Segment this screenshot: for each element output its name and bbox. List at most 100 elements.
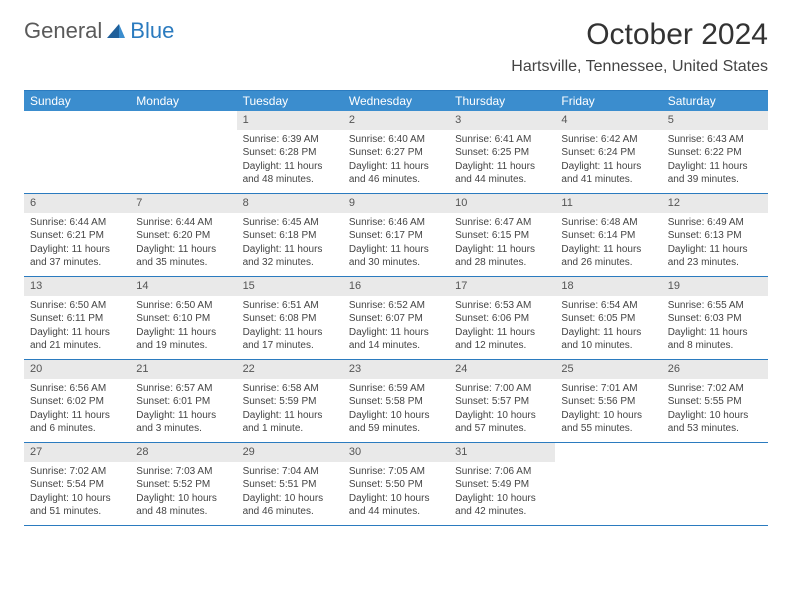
day-number: 21 (130, 360, 236, 379)
sunset-text: Sunset: 5:58 PM (349, 395, 443, 409)
day-body: Sunrise: 6:50 AMSunset: 6:10 PMDaylight:… (130, 296, 236, 358)
sunset-text: Sunset: 5:50 PM (349, 478, 443, 492)
sunrise-text: Sunrise: 6:40 AM (349, 133, 443, 147)
day-number: 27 (24, 443, 130, 462)
day-cell: 25Sunrise: 7:01 AMSunset: 5:56 PMDayligh… (555, 360, 661, 442)
sunset-text: Sunset: 6:25 PM (455, 146, 549, 160)
day-cell (555, 443, 661, 525)
day-body: Sunrise: 6:59 AMSunset: 5:58 PMDaylight:… (343, 379, 449, 441)
daylight-line2: and 41 minutes. (561, 173, 655, 187)
day-body: Sunrise: 7:00 AMSunset: 5:57 PMDaylight:… (449, 379, 555, 441)
day-cell: 13Sunrise: 6:50 AMSunset: 6:11 PMDayligh… (24, 277, 130, 359)
daylight-line1: Daylight: 10 hours (136, 492, 230, 506)
sunset-text: Sunset: 6:11 PM (30, 312, 124, 326)
day-number: 6 (24, 194, 130, 213)
day-body: Sunrise: 7:04 AMSunset: 5:51 PMDaylight:… (237, 462, 343, 524)
day-body: Sunrise: 6:50 AMSunset: 6:11 PMDaylight:… (24, 296, 130, 358)
sunset-text: Sunset: 6:03 PM (668, 312, 762, 326)
day-number: 22 (237, 360, 343, 379)
sunset-text: Sunset: 6:14 PM (561, 229, 655, 243)
day-body: Sunrise: 7:02 AMSunset: 5:55 PMDaylight:… (662, 379, 768, 441)
daylight-line2: and 1 minute. (243, 422, 337, 436)
daylight-line1: Daylight: 11 hours (561, 160, 655, 174)
daylight-line1: Daylight: 11 hours (668, 160, 762, 174)
daylight-line2: and 46 minutes. (243, 505, 337, 519)
day-body: Sunrise: 6:58 AMSunset: 5:59 PMDaylight:… (237, 379, 343, 441)
daylight-line2: and 51 minutes. (30, 505, 124, 519)
daylight-line1: Daylight: 10 hours (349, 409, 443, 423)
day-number: 26 (662, 360, 768, 379)
day-cell: 14Sunrise: 6:50 AMSunset: 6:10 PMDayligh… (130, 277, 236, 359)
day-cell: 2Sunrise: 6:40 AMSunset: 6:27 PMDaylight… (343, 111, 449, 193)
day-cell: 3Sunrise: 6:41 AMSunset: 6:25 PMDaylight… (449, 111, 555, 193)
day-body: Sunrise: 6:51 AMSunset: 6:08 PMDaylight:… (237, 296, 343, 358)
sunrise-text: Sunrise: 6:41 AM (455, 133, 549, 147)
daylight-line2: and 44 minutes. (455, 173, 549, 187)
sunset-text: Sunset: 5:51 PM (243, 478, 337, 492)
dow-cell: Wednesday (343, 91, 449, 111)
sunset-text: Sunset: 6:24 PM (561, 146, 655, 160)
sunrise-text: Sunrise: 6:42 AM (561, 133, 655, 147)
daylight-line2: and 32 minutes. (243, 256, 337, 270)
day-cell: 11Sunrise: 6:48 AMSunset: 6:14 PMDayligh… (555, 194, 661, 276)
day-number: 12 (662, 194, 768, 213)
daylight-line2: and 55 minutes. (561, 422, 655, 436)
day-cell: 17Sunrise: 6:53 AMSunset: 6:06 PMDayligh… (449, 277, 555, 359)
daylight-line1: Daylight: 11 hours (136, 326, 230, 340)
daylight-line1: Daylight: 11 hours (136, 409, 230, 423)
daylight-line2: and 12 minutes. (455, 339, 549, 353)
daylight-line1: Daylight: 11 hours (243, 160, 337, 174)
sunset-text: Sunset: 6:17 PM (349, 229, 443, 243)
sunset-text: Sunset: 5:55 PM (668, 395, 762, 409)
day-body: Sunrise: 6:48 AMSunset: 6:14 PMDaylight:… (555, 213, 661, 275)
sunrise-text: Sunrise: 7:01 AM (561, 382, 655, 396)
day-cell: 29Sunrise: 7:04 AMSunset: 5:51 PMDayligh… (237, 443, 343, 525)
daylight-line2: and 19 minutes. (136, 339, 230, 353)
daylight-line1: Daylight: 11 hours (668, 243, 762, 257)
sunrise-text: Sunrise: 6:49 AM (668, 216, 762, 230)
day-cell: 1Sunrise: 6:39 AMSunset: 6:28 PMDaylight… (237, 111, 343, 193)
dow-cell: Friday (555, 91, 661, 111)
daylight-line1: Daylight: 10 hours (561, 409, 655, 423)
sunrise-text: Sunrise: 6:53 AM (455, 299, 549, 313)
day-body: Sunrise: 7:01 AMSunset: 5:56 PMDaylight:… (555, 379, 661, 441)
sunrise-text: Sunrise: 7:06 AM (455, 465, 549, 479)
day-number: 19 (662, 277, 768, 296)
sunrise-text: Sunrise: 6:50 AM (136, 299, 230, 313)
day-body: Sunrise: 7:03 AMSunset: 5:52 PMDaylight:… (130, 462, 236, 524)
daylight-line1: Daylight: 11 hours (668, 326, 762, 340)
calendar: SundayMondayTuesdayWednesdayThursdayFrid… (24, 90, 768, 526)
sunset-text: Sunset: 6:22 PM (668, 146, 762, 160)
dow-cell: Saturday (662, 91, 768, 111)
sunset-text: Sunset: 5:52 PM (136, 478, 230, 492)
daylight-line2: and 35 minutes. (136, 256, 230, 270)
daylight-line2: and 48 minutes. (136, 505, 230, 519)
dow-cell: Tuesday (237, 91, 343, 111)
daylight-line1: Daylight: 11 hours (455, 243, 549, 257)
day-number: 30 (343, 443, 449, 462)
day-number: 18 (555, 277, 661, 296)
day-number: 28 (130, 443, 236, 462)
day-number: 14 (130, 277, 236, 296)
daylight-line1: Daylight: 11 hours (30, 243, 124, 257)
sunrise-text: Sunrise: 7:02 AM (30, 465, 124, 479)
day-cell: 21Sunrise: 6:57 AMSunset: 6:01 PMDayligh… (130, 360, 236, 442)
sunrise-text: Sunrise: 6:52 AM (349, 299, 443, 313)
day-number: 31 (449, 443, 555, 462)
day-cell: 26Sunrise: 7:02 AMSunset: 5:55 PMDayligh… (662, 360, 768, 442)
daylight-line1: Daylight: 11 hours (455, 326, 549, 340)
sunrise-text: Sunrise: 6:56 AM (30, 382, 124, 396)
day-number: 5 (662, 111, 768, 130)
day-body: Sunrise: 6:39 AMSunset: 6:28 PMDaylight:… (237, 130, 343, 192)
daylight-line2: and 30 minutes. (349, 256, 443, 270)
day-number: 29 (237, 443, 343, 462)
day-cell: 27Sunrise: 7:02 AMSunset: 5:54 PMDayligh… (24, 443, 130, 525)
day-number: 4 (555, 111, 661, 130)
day-cell: 4 Sunrise: 6:42 AMSunset: 6:24 PMDaylight… (555, 111, 661, 193)
dow-cell: Monday (130, 91, 236, 111)
sunrise-text: Sunrise: 6:51 AM (243, 299, 337, 313)
daylight-line2: and 53 minutes. (668, 422, 762, 436)
sunset-text: Sunset: 5:54 PM (30, 478, 124, 492)
daylight-line2: and 6 minutes. (30, 422, 124, 436)
location-text: Hartsville, Tennessee, United States (511, 58, 768, 76)
